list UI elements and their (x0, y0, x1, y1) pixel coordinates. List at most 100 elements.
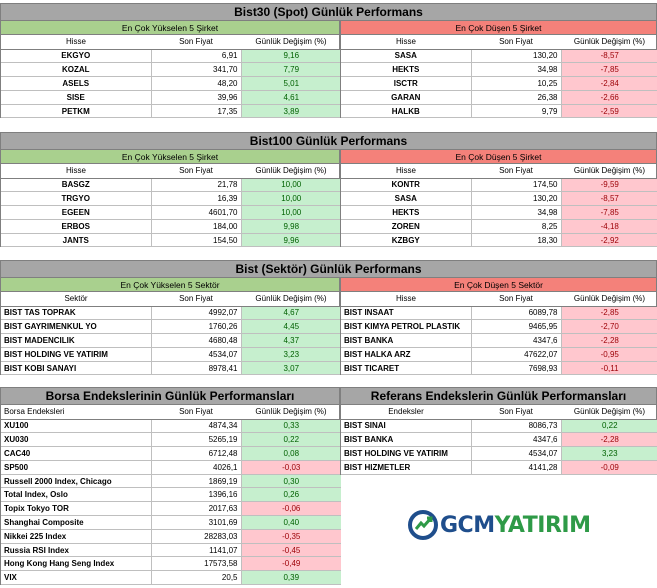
row-name: HEKTS (341, 62, 472, 78)
row-name: SISE (1, 90, 152, 105)
row-price: 48,20 (151, 76, 242, 91)
row-price: 130,20 (471, 49, 562, 64)
col-header-price: Son Fiyat (471, 35, 561, 50)
row-price: 18,30 (471, 233, 562, 248)
row-price: 4534,07 (151, 347, 242, 362)
row-change: 10,00 (241, 205, 341, 220)
row-price: 26,38 (471, 90, 562, 105)
row-name: BIST HOLDING VE YATIRIM (341, 446, 472, 461)
table-row: Russell 2000 Index, Chicago 1869,19 0,30 (1, 474, 341, 489)
table-row: BASGZ 21,78 10,00 (1, 178, 341, 193)
row-change: -8,57 (561, 49, 657, 64)
b100-fall-band: En Çok Düşen 5 Şirket (341, 150, 656, 164)
row-change: -0,11 (561, 361, 657, 376)
row-price: 20,5 (151, 570, 242, 586)
col-header-change: Günlük Değişim (%) (241, 164, 341, 179)
gcm-yatirim-logo: GCMYATIRIM (408, 509, 591, 541)
row-price: 4026,1 (151, 460, 242, 475)
table-row: KZBGY 18,30 -2,92 (341, 233, 657, 248)
row-name: KOZAL (1, 62, 152, 78)
row-price: 7698,93 (471, 361, 562, 376)
row-price: 6712,48 (151, 446, 242, 461)
row-change: 5,01 (241, 76, 341, 91)
table-row: BIST BANKA 4347,6 -2,28 (341, 432, 657, 448)
table-row: BIST KOBI SANAYI 8978,41 3,07 (1, 361, 341, 376)
row-change: 10,00 (241, 191, 341, 207)
row-name: ERBOS (1, 219, 152, 234)
row-name: ZOREN (341, 219, 472, 234)
section-title-reference: Referans Endekslerin Günlük Performansla… (340, 387, 657, 405)
row-price: 2017,63 (151, 501, 242, 517)
table-row: HEKTS 34,98 -7,85 (341, 62, 657, 78)
row-name: XU030 (1, 432, 152, 448)
table-row: SP500 4026,1 -0,03 (1, 460, 341, 475)
table-row: XU100 4874,34 0,33 (1, 419, 341, 434)
spot-fall-band: En Çok Düşen 5 Şirket (341, 21, 656, 35)
table-row: EKGYO 6,91 9,16 (1, 49, 341, 64)
row-name: ASELS (1, 76, 152, 91)
row-price: 8,25 (471, 219, 562, 234)
col-header-name: Hisse (341, 35, 471, 50)
col-header-change: Günlük Değişim (%) (241, 35, 341, 50)
row-price: 8978,41 (151, 361, 242, 376)
row-price: 5265,19 (151, 432, 242, 448)
table-row: BIST HOLDING VE YATIRIM 4534,07 3,23 (1, 347, 341, 362)
section-title-global: Borsa Endekslerinin Günlük Performanslar… (0, 387, 340, 405)
table-row: BIST TAS TOPRAK 4992,07 4,67 (1, 306, 341, 321)
global-panel: Borsa Endeksleri Son Fiyat Günlük Değişi… (0, 405, 341, 586)
row-price: 4141,28 (471, 460, 562, 475)
table-row: BIST SINAI 8086,73 0,22 (341, 419, 657, 434)
table-row: CAC40 6712,48 0,08 (1, 446, 341, 461)
table-row: SASA 130,20 -8,57 (341, 191, 657, 207)
row-name: BIST MADENCILIK (1, 333, 152, 348)
row-price: 1869,19 (151, 474, 242, 489)
row-change: -2,92 (561, 233, 657, 248)
table-row: BIST TICARET 7698,93 -0,11 (341, 361, 657, 376)
section-title-bist100: Bist100 Günlük Performans (0, 132, 657, 150)
col-header-change: Günlük Değişim (%) (561, 35, 657, 50)
row-price: 9465,95 (471, 319, 562, 335)
reference-panel: Endeksler Son Fiyat Günlük Değişim (%) B… (340, 405, 657, 475)
sector-rise-band: En Çok Yükselen 5 Sektör (1, 278, 339, 292)
row-name: BASGZ (1, 178, 152, 193)
table-row: BIST MADENCILIK 4680,48 4,37 (1, 333, 341, 348)
row-price: 10,25 (471, 76, 562, 91)
row-name: BIST GAYRIMENKUL YO (1, 319, 152, 335)
col-header-name: Hisse (1, 35, 151, 50)
logo-text: GCMYATIRIM (440, 513, 591, 538)
row-price: 28283,03 (151, 529, 242, 544)
row-name: HALKB (341, 104, 472, 119)
row-name: SASA (341, 49, 472, 64)
sector-fall-panel: En Çok Düşen 5 Sektör Hisse Son Fiyat Gü… (340, 278, 657, 376)
row-change: -2,66 (561, 90, 657, 105)
table-row: ZOREN 8,25 -4,18 (341, 219, 657, 234)
row-change: 0,30 (241, 474, 341, 489)
col-header-name: Hisse (1, 164, 151, 179)
col-header-price: Son Fiyat (471, 292, 561, 307)
row-price: 39,96 (151, 90, 242, 105)
row-change: 3,23 (561, 446, 657, 461)
table-row: HALKB 9,79 -2,59 (341, 104, 657, 119)
table-row: XU030 5265,19 0,22 (1, 432, 341, 448)
row-name: XU100 (1, 419, 152, 434)
table-row: ERBOS 184,00 9,98 (1, 219, 341, 234)
row-price: 1396,16 (151, 487, 242, 503)
row-price: 130,20 (471, 191, 562, 207)
col-header-name: Endeksler (341, 405, 471, 420)
row-name: GARAN (341, 90, 472, 105)
table-row: VIX 20,5 0,39 (1, 570, 341, 586)
col-header-name: Borsa Endeksleri (1, 405, 151, 420)
table-row: TRGYO 16,39 10,00 (1, 191, 341, 207)
row-price: 4992,07 (151, 306, 242, 321)
table-row: GARAN 26,38 -2,66 (341, 90, 657, 105)
table-row: Nikkei 225 Index 28283,03 -0,35 (1, 529, 341, 544)
row-name: VIX (1, 570, 152, 586)
table-row: BIST KIMYA PETROL PLASTIK 9465,95 -2,70 (341, 319, 657, 335)
row-change: 0,22 (561, 419, 657, 434)
row-price: 1760,26 (151, 319, 242, 335)
row-price: 6089,78 (471, 306, 562, 321)
table-row: SISE 39,96 4,61 (1, 90, 341, 105)
row-change: 0,33 (241, 419, 341, 434)
row-name: SP500 (1, 460, 152, 475)
